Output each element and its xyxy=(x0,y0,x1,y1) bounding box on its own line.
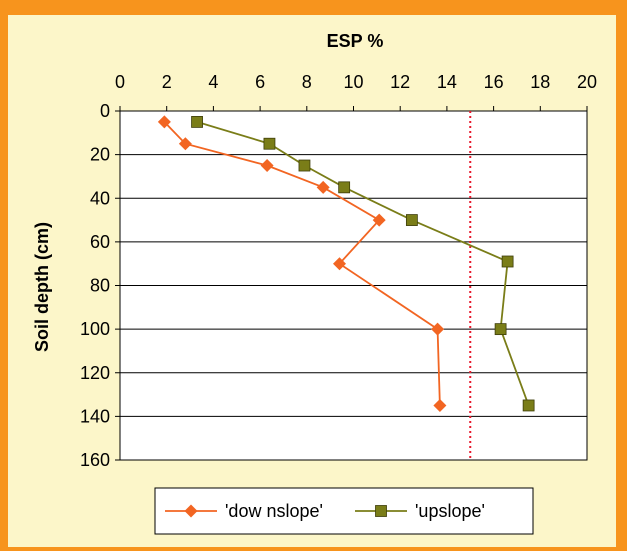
x-tick-label: 2 xyxy=(162,72,172,92)
series-1-point-2 xyxy=(298,159,311,172)
y-tick-label: 120 xyxy=(80,363,110,383)
y-tick-label: 100 xyxy=(80,319,110,339)
y-tick-label: 80 xyxy=(90,276,110,296)
y-axis-label: Soil depth (cm) xyxy=(32,222,52,352)
y-tick-label: 0 xyxy=(100,101,110,121)
series-1-point-6 xyxy=(494,323,507,336)
y-tick-label: 40 xyxy=(90,188,110,208)
legend-marker-1 xyxy=(375,505,387,517)
y-tick-label: 20 xyxy=(90,145,110,165)
series-0-point-1 xyxy=(178,137,192,151)
x-tick-label: 10 xyxy=(343,72,363,92)
x-tick-label: 4 xyxy=(208,72,218,92)
series-0-point-5 xyxy=(332,257,346,271)
legend-marker-0 xyxy=(184,504,198,518)
series-0-point-0 xyxy=(157,115,171,129)
series-0-point-6 xyxy=(431,322,445,336)
series-1-point-4 xyxy=(405,214,418,226)
x-tick-label: 18 xyxy=(530,72,550,92)
x-tick-label: 16 xyxy=(484,72,504,92)
series-1-point-0 xyxy=(191,116,203,128)
legend-label-1: 'upslope' xyxy=(415,501,485,521)
series-1-point-1 xyxy=(263,137,276,150)
series-0-point-3 xyxy=(316,180,330,194)
x-tick-label: 0 xyxy=(115,72,125,92)
series-1-point-5 xyxy=(501,255,514,268)
x-tick-label: 8 xyxy=(302,72,312,92)
series-0-point-2 xyxy=(260,159,274,173)
series-1-point-7 xyxy=(522,399,535,412)
series-1-point-3 xyxy=(338,181,351,194)
series-0-point-7 xyxy=(433,398,447,412)
x-tick-label: 6 xyxy=(255,72,265,92)
series-0-point-4 xyxy=(372,213,386,227)
legend-box xyxy=(154,487,534,535)
legend-label-0: 'dow nslope' xyxy=(225,501,323,521)
chart-title: ESP % xyxy=(327,31,384,51)
series-line-0 xyxy=(163,121,441,406)
x-tick-label: 12 xyxy=(390,72,410,92)
x-tick-label: 14 xyxy=(437,72,457,92)
x-tick-label: 20 xyxy=(577,72,597,92)
y-tick-label: 60 xyxy=(90,232,110,252)
y-tick-label: 140 xyxy=(80,406,110,426)
y-tick-label: 160 xyxy=(80,450,110,470)
